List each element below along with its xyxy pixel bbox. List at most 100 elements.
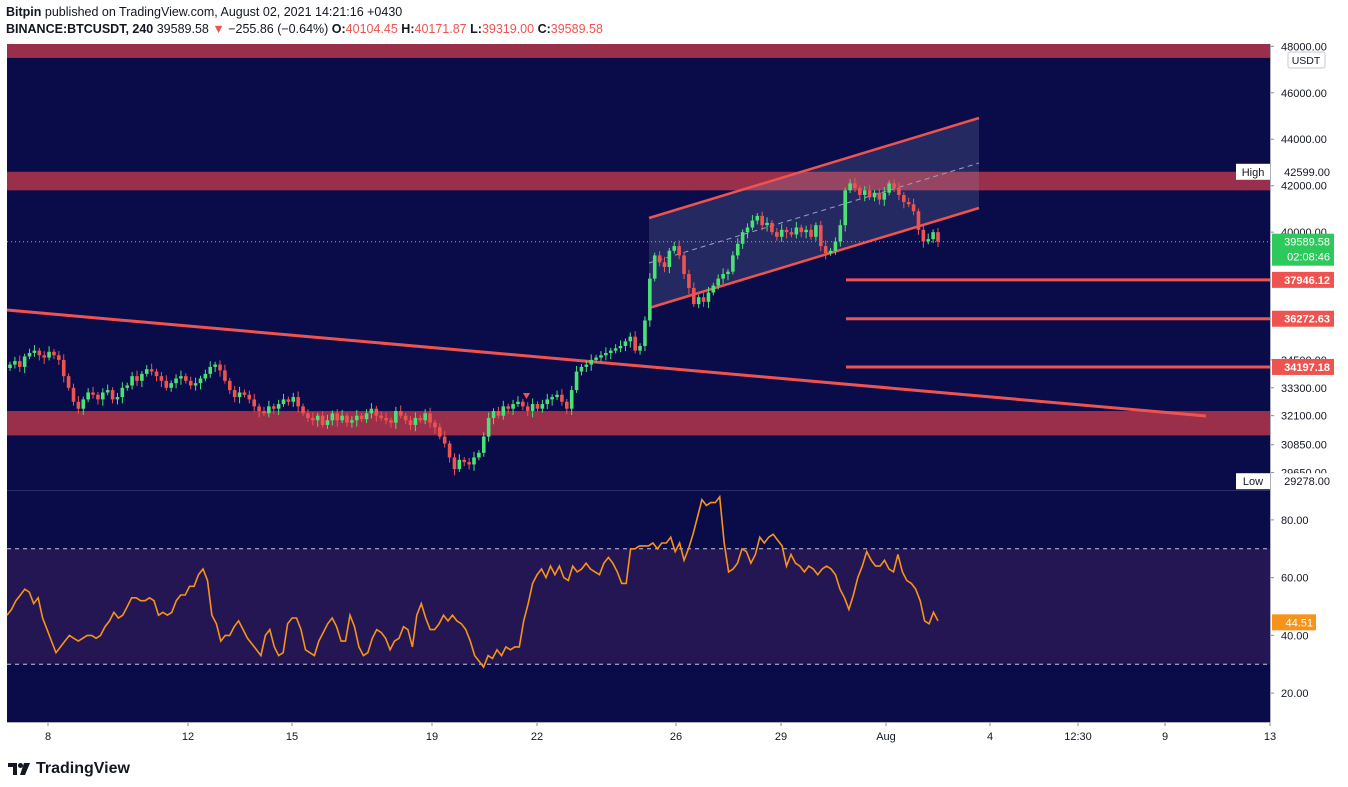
candle-body (755, 215, 760, 221)
candle-body (184, 376, 188, 381)
candle-body (271, 406, 276, 409)
candle-body (858, 188, 862, 195)
rsi-band-fill (7, 548, 1270, 665)
tradingview-brand: TradingView (36, 760, 130, 777)
candles (8, 177, 940, 476)
candle-body (281, 399, 286, 405)
candle-body (789, 232, 794, 235)
candle-body (125, 385, 130, 388)
candle-body (442, 436, 447, 444)
rsi-line (6, 494, 939, 669)
candle-body (223, 370, 227, 381)
candle-body (252, 399, 257, 407)
candle-body (330, 413, 335, 421)
price-label-value: 39589.58 (1284, 237, 1330, 249)
candle-body (511, 404, 515, 409)
candle-body (8, 364, 12, 369)
candle-body (115, 397, 120, 400)
open-value: 40104.45 (345, 22, 398, 36)
candle-body (867, 190, 872, 198)
price-change: −255.86 (−0.64%) (228, 22, 329, 36)
candle-body (22, 356, 27, 367)
candle-body (853, 183, 857, 189)
candle-body (584, 364, 589, 367)
rsi-axis-tick: 40.00 (1281, 630, 1309, 642)
candle-body (828, 250, 833, 254)
candle-body (760, 215, 764, 226)
price-label-box (1272, 271, 1334, 288)
candle-body (403, 415, 408, 421)
candle-body (525, 406, 530, 412)
candle-body (633, 336, 637, 351)
candle-body (643, 320, 647, 346)
candle-body (550, 397, 554, 400)
candle-body (931, 232, 935, 240)
price-axis-tick: 48000.00 (1281, 41, 1327, 53)
candle-body (608, 350, 613, 353)
candle-body (491, 411, 496, 418)
tradingview-logo-icon (8, 763, 30, 775)
time-axis-tick: Aug (876, 731, 896, 743)
candle-body (149, 369, 154, 372)
candle-body (76, 401, 81, 409)
candle-body (814, 225, 818, 237)
close-value: 39589.58 (550, 22, 603, 36)
candle-body (286, 399, 291, 402)
candle-body (613, 348, 618, 351)
currency-label: USDT (1292, 55, 1321, 67)
candle-body (716, 278, 721, 286)
price-label-box (1272, 163, 1334, 180)
rsi-axis-tick: 60.00 (1281, 573, 1309, 585)
candle-body (159, 376, 164, 381)
candle-body (775, 232, 779, 237)
published-text: published on TradingView.com, August 02,… (44, 5, 403, 19)
candle-body (862, 190, 867, 195)
candle-body (57, 355, 61, 360)
low-label: L: (470, 22, 482, 36)
candle-body (521, 401, 525, 407)
candle-body (599, 355, 603, 358)
rsi-axis-tick: 20.00 (1281, 688, 1309, 700)
price-label-value: 36272.63 (1284, 314, 1330, 326)
candle-body (237, 392, 242, 398)
price-axis-tick: 46000.00 (1281, 88, 1327, 100)
candle-body (877, 192, 882, 200)
candle-body (467, 462, 471, 465)
tradingview-logo[interactable]: TradingView (8, 760, 130, 778)
candle-body (745, 227, 750, 233)
candle-body (481, 436, 486, 453)
candle-body (110, 390, 115, 400)
header-line-1: Bitpin published on TradingView.com, Aug… (6, 5, 402, 19)
price-label-tag: Low (1243, 476, 1263, 488)
candle-body (936, 232, 940, 242)
candle-body (496, 411, 501, 416)
candle-body (701, 297, 706, 302)
candle-body (105, 390, 110, 393)
candle-body (623, 341, 628, 346)
candle-body (799, 227, 804, 233)
candle-body (574, 371, 579, 391)
candle-body (696, 297, 701, 305)
candle-body (452, 457, 457, 470)
price-axis-tick: 44000.00 (1281, 134, 1327, 146)
candle-body (359, 415, 364, 420)
candle-body (257, 406, 261, 412)
candle-body (569, 390, 574, 409)
candle-body (394, 411, 398, 423)
symbol: BINANCE:BTCUSDT, 240 (6, 22, 154, 36)
candle-body (784, 229, 789, 233)
candle-body (438, 427, 442, 437)
candle-body (848, 183, 852, 191)
zone-band-1 (7, 44, 1270, 58)
price-label-box (1272, 233, 1334, 266)
candle-body (311, 417, 315, 421)
candle-body (203, 373, 208, 379)
price-label-value: 29278.00 (1284, 476, 1330, 488)
candle-body (81, 399, 86, 409)
candle-body (350, 420, 354, 423)
price-label-value: 37946.12 (1284, 275, 1330, 287)
header-line-2: BINANCE:BTCUSDT, 240 39589.58 ▼ −255.86 … (6, 22, 603, 36)
candle-body (174, 378, 178, 384)
candle-body (872, 192, 877, 198)
